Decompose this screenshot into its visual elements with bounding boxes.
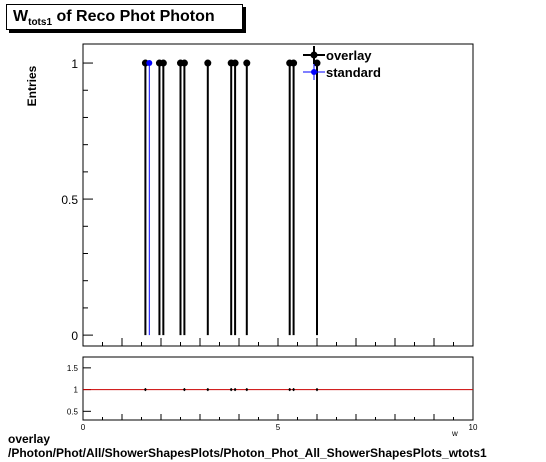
ratio-point — [230, 388, 233, 391]
ratio-plot-frame — [82, 356, 474, 421]
x-tick-label: 10 — [469, 423, 478, 432]
ratio-point — [292, 388, 295, 391]
x-tick-label: 5 — [276, 423, 281, 432]
overlay-point — [204, 59, 212, 67]
legend-overlay-marker — [310, 51, 318, 59]
ratio-point — [288, 388, 291, 391]
ratio-point — [245, 388, 248, 391]
y-tick-label: 0.5 — [61, 193, 78, 207]
y-tick-label: 0 — [71, 329, 78, 343]
y-axis-label: Entries — [25, 65, 39, 106]
overlay-point — [180, 59, 188, 67]
title-rest: of Reco Phot Photon — [52, 8, 215, 25]
overlay-point — [231, 59, 239, 67]
ratio-point — [315, 388, 319, 391]
ratio-axis-ticks: 0.5 1 1.5 0 5 10 — [67, 364, 478, 432]
ratio-point — [206, 388, 209, 391]
y-tick-label: 1 — [71, 57, 78, 71]
overlay-point — [313, 59, 321, 67]
main-plot-frame — [82, 43, 474, 347]
ratio-y-tick-label: 1 — [74, 386, 79, 395]
ratio-points — [144, 388, 319, 392]
legend-standard-label: standard — [326, 65, 381, 80]
footer-line-1: overlay — [8, 432, 51, 446]
title-subscript: tots1 — [28, 17, 53, 28]
overlay-point — [243, 59, 251, 67]
standard-series — [146, 60, 153, 336]
x-tick-label: 0 — [81, 423, 86, 432]
ratio-y-tick-label: 0.5 — [67, 407, 79, 416]
legend-standard-marker — [311, 69, 317, 75]
ratio-point — [233, 388, 237, 391]
ratio-y-tick-label: 1.5 — [67, 364, 79, 373]
main-axis-ticks: 00.51 — [61, 57, 474, 346]
footer-line-2: /Photon/Phot/All/ShowerShapesPlots/Photo… — [8, 446, 487, 460]
ratio-point — [144, 388, 147, 391]
overlay-series — [141, 59, 321, 336]
chart-title: Wtots1 of Reco Phot Photon — [6, 4, 243, 30]
legend: overlay standard — [303, 46, 381, 80]
overlay-point — [290, 59, 298, 67]
x-axis-label: w — [451, 429, 458, 438]
legend-overlay-label: overlay — [326, 48, 372, 63]
overlay-point — [159, 59, 167, 67]
standard-point — [146, 60, 153, 67]
ratio-point — [183, 388, 186, 391]
title-main: W — [13, 8, 29, 25]
